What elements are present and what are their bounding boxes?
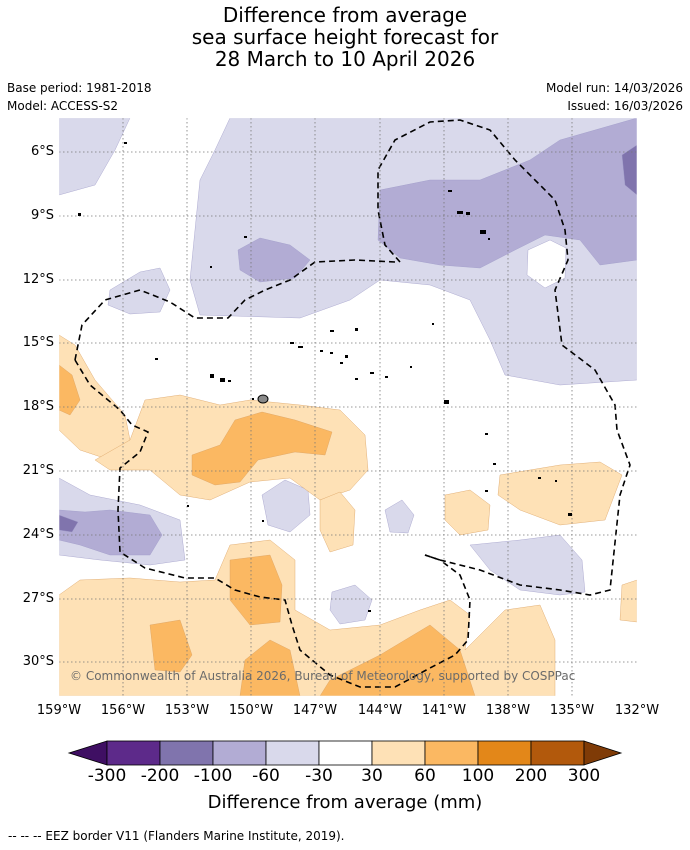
lon-label-159w: 159°W (36, 703, 82, 718)
colorbar-swatch-6 (371, 740, 426, 766)
contour-pos-30-se-edge (619, 579, 637, 623)
contour-neg-100-sw (59, 514, 79, 533)
contour-pos-30-blob-b (444, 489, 491, 536)
colorbar-max-extension (583, 740, 623, 766)
lon-label-153w: 153°W (164, 703, 210, 718)
chart-title: Difference from average sea surface heig… (0, 4, 690, 70)
lon-label-144w: 144°W (357, 703, 403, 718)
eez-border-southwest (74, 359, 471, 688)
meta-right: Model run: 14/03/2026 Issued: 16/03/2026 (546, 79, 683, 115)
colorbar-tick-10: 300 (567, 766, 601, 786)
lon-label-156w: 156°W (100, 703, 146, 718)
colorbar-tick-6: 30 (361, 766, 383, 786)
contour-pos-60-west (59, 364, 81, 416)
colorbar-tick-7: 60 (414, 766, 436, 786)
colorbar-tick-4: -60 (252, 766, 280, 786)
meta-left: Base period: 1981-2018 Model: ACCESS-S2 (7, 79, 152, 115)
model-run: Model run: 14/03/2026 (545, 81, 683, 95)
lon-label-138w: 138°W (485, 703, 531, 718)
lat-label-15s: 15°S (22, 335, 54, 350)
colorbar-min-extension (67, 740, 108, 766)
colorbar-tick-5: -30 (305, 766, 333, 786)
colorbar-swatch-5 (318, 740, 373, 766)
colorbar-tick-3: -100 (193, 766, 233, 786)
colorbar-swatch-7 (424, 740, 479, 766)
lon-label-141w: 141°W (421, 703, 467, 718)
lon-label-150w: 150°W (228, 703, 274, 718)
lat-label-9s: 9°S (30, 208, 54, 223)
issued-date: Issued: 16/03/2026 (567, 99, 683, 113)
model-name: Model: ACCESS-S2 (7, 99, 119, 113)
contour-neg-30-blob-a (261, 479, 311, 533)
contour-pos-60-south-a (149, 619, 193, 673)
lat-label-21s: 21°S (22, 463, 54, 478)
title-line-2: sea surface height forecast for (191, 25, 499, 49)
colorbar-swatch-2 (159, 740, 214, 766)
islands (78, 142, 572, 612)
colorbar-swatch-3 (212, 740, 267, 766)
colorbar-tick-1: -300 (87, 766, 127, 786)
map-frame (58, 117, 638, 697)
lat-label-27s: 27°S (22, 591, 54, 606)
contour-pos-60-south-c (239, 639, 301, 696)
lat-label-18s: 18°S (22, 399, 54, 414)
colorbar-tick-2: -200 (140, 766, 180, 786)
title-line-1: Difference from average (222, 3, 468, 27)
colorbar-swatch-9 (530, 740, 585, 766)
map-plot (58, 117, 638, 697)
lat-label-6s: 6°S (30, 144, 54, 159)
colorbar-tick-8: 100 (461, 766, 495, 786)
lon-label-147w: 147°W (292, 703, 338, 718)
contour-neg-100-east (621, 144, 637, 196)
contour-pos-30-blob-a (319, 491, 356, 553)
lon-label-132w: 132°W (614, 703, 660, 718)
colorbar (67, 740, 623, 766)
eez-legend: -- -- -- EEZ border V11 (Flanders Marine… (8, 829, 345, 843)
title-line-3: 28 March to 10 April 2026 (214, 47, 476, 71)
lat-label-24s: 24°S (22, 527, 54, 542)
gridlines (59, 118, 637, 696)
contour-neg-60-sw (59, 509, 163, 556)
copyright-notice: © Commonwealth of Australia 2026, Bureau… (70, 669, 576, 683)
contour-pos-30-east (497, 461, 623, 526)
contour-pos-60-center (191, 411, 333, 486)
colorbar-swatch-4 (265, 740, 320, 766)
colorbar-label: Difference from average (mm) (207, 792, 483, 813)
contour-zero-east-hole (526, 239, 567, 289)
lat-label-30s: 30°S (22, 654, 54, 669)
colorbar-swatch-8 (477, 740, 532, 766)
contour-pos-60-south-b (229, 554, 283, 626)
eez-border-north (377, 119, 631, 596)
base-period: Base period: 1981-2018 (7, 81, 152, 95)
contour-neg-30-blob-c (329, 584, 373, 625)
contour-neg-60-west (237, 237, 311, 283)
colorbar-swatch-1 (106, 740, 161, 766)
contour-neg-30-west (59, 118, 131, 196)
lon-label-135w: 135°W (549, 703, 595, 718)
colorbar-tick-9: 200 (514, 766, 548, 786)
contour-neg-30-blob-b (384, 499, 415, 534)
lat-label-12s: 12°S (22, 272, 54, 287)
